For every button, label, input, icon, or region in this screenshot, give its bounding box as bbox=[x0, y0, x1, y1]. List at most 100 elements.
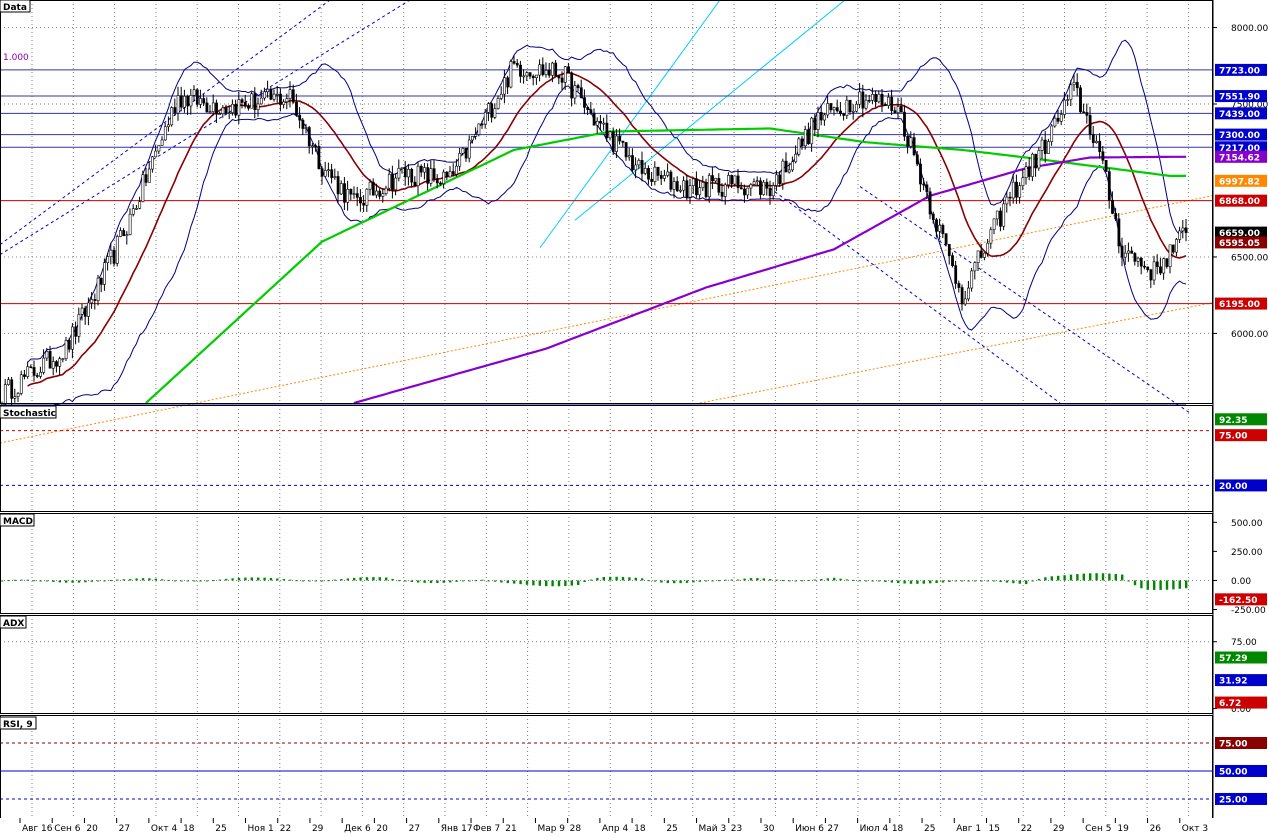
macd-histogram-bar bbox=[39, 580, 42, 582]
candle-body bbox=[314, 145, 318, 148]
macd-histogram-bar bbox=[1133, 580, 1137, 586]
candle-body bbox=[1031, 153, 1034, 177]
macd-histogram-bar bbox=[1114, 573, 1117, 581]
price-axis-label: 6659.00 bbox=[1215, 226, 1267, 239]
candle-body bbox=[1072, 82, 1076, 86]
candle-body bbox=[1136, 257, 1140, 262]
candle-body bbox=[557, 75, 561, 79]
macd-histogram-bar bbox=[449, 580, 452, 583]
macd-histogram-bar bbox=[564, 580, 567, 586]
macd-histogram-bar bbox=[122, 579, 125, 581]
candle-body bbox=[730, 175, 734, 185]
macd-histogram-bar bbox=[1089, 573, 1092, 581]
axis-badge-bg bbox=[1215, 792, 1267, 805]
candle-body bbox=[1178, 230, 1182, 240]
candle-body bbox=[835, 107, 839, 112]
axis-badge-text: 25.00 bbox=[1219, 795, 1247, 805]
stochastic-panel-title: Stochastic bbox=[3, 409, 56, 419]
candle-body bbox=[951, 255, 954, 266]
macd-histogram-bar bbox=[301, 580, 305, 582]
price-tick-label: 7500.00 bbox=[1231, 101, 1268, 111]
bollinger-upper bbox=[27, 39, 1187, 363]
candle-body bbox=[1155, 261, 1159, 268]
candle-body bbox=[1111, 199, 1114, 214]
candle-body bbox=[461, 148, 465, 154]
price-axis-label: 6868.00 bbox=[1215, 194, 1267, 207]
macd-histogram-bar bbox=[1146, 580, 1149, 590]
macd-histogram-bar bbox=[289, 579, 292, 581]
candle-body bbox=[960, 287, 964, 305]
candle-body bbox=[285, 98, 289, 103]
macd-histogram-bar bbox=[506, 580, 509, 584]
candle-body bbox=[704, 182, 708, 198]
macd-histogram-bar bbox=[941, 580, 945, 583]
macd-histogram-bar bbox=[269, 577, 273, 581]
candle-body bbox=[810, 117, 814, 145]
candle-body bbox=[967, 287, 970, 300]
candle-body bbox=[1088, 115, 1092, 135]
candle-body bbox=[544, 70, 548, 75]
price-axis-label: 7551.90 bbox=[1215, 90, 1267, 103]
candle-body bbox=[327, 169, 330, 171]
candle-body bbox=[765, 181, 769, 189]
macd-histogram-bar bbox=[493, 580, 497, 582]
candle-body bbox=[23, 374, 26, 377]
candle-body bbox=[778, 174, 782, 184]
candle-body bbox=[877, 93, 881, 103]
candle-body bbox=[295, 101, 298, 116]
macd-histogram-bar bbox=[276, 578, 279, 581]
macd-histogram-bar bbox=[1, 580, 4, 582]
candle-body bbox=[1037, 150, 1041, 169]
x-tick-label: 29 bbox=[312, 824, 324, 834]
candle-body bbox=[35, 375, 39, 377]
candle-body bbox=[906, 136, 910, 147]
candle-body bbox=[298, 114, 302, 121]
candle-body bbox=[304, 127, 308, 129]
candle-body bbox=[554, 62, 558, 77]
macd-tick-label: -250.00 bbox=[1231, 606, 1266, 616]
macd-histogram-bar bbox=[525, 580, 529, 585]
macd-histogram-bar bbox=[698, 580, 701, 582]
axis-badge-text: 6997.82 bbox=[1219, 177, 1260, 187]
stochastic-axis-label: 20.00 bbox=[1215, 479, 1267, 492]
macd-histogram-bar bbox=[865, 580, 868, 582]
x-tick-label: Авг 1 bbox=[956, 824, 981, 834]
candle-body bbox=[717, 178, 721, 193]
axis-badge-bg bbox=[1215, 128, 1267, 141]
candle-body bbox=[483, 112, 487, 125]
candle-body bbox=[643, 168, 647, 174]
candle-body bbox=[362, 202, 366, 206]
candle-body bbox=[944, 233, 948, 245]
macd-histogram-bar bbox=[730, 579, 733, 581]
candle-body bbox=[647, 168, 650, 180]
macd-histogram-bar bbox=[71, 580, 74, 583]
candle-body bbox=[784, 160, 788, 173]
candle-body bbox=[855, 103, 858, 112]
candle-body bbox=[893, 110, 897, 114]
axis-badge-bg bbox=[1215, 226, 1267, 239]
candle-body bbox=[339, 183, 343, 195]
axis-badge-text: 6195.00 bbox=[1219, 300, 1260, 310]
axis-badge-bg bbox=[1215, 63, 1267, 76]
axis-badge-text: 6659.00 bbox=[1219, 229, 1260, 239]
axis-badge-text: 7723.00 bbox=[1219, 66, 1260, 76]
macd-histogram-bar bbox=[852, 579, 855, 581]
candle-body bbox=[515, 63, 519, 66]
macd-histogram-bar bbox=[634, 577, 637, 581]
candle-body bbox=[672, 181, 676, 190]
macd-histogram-bar bbox=[372, 577, 375, 581]
macd-histogram-bar bbox=[90, 580, 93, 582]
candle-body bbox=[595, 121, 599, 126]
candle-body bbox=[887, 96, 890, 106]
candle-body bbox=[919, 163, 922, 185]
candle-body bbox=[698, 187, 702, 196]
candle-body bbox=[624, 142, 628, 158]
candle-body bbox=[883, 104, 887, 106]
x-tick-label: 25 bbox=[924, 824, 935, 834]
macd-histogram-bar bbox=[385, 577, 388, 581]
candle-body bbox=[13, 396, 17, 399]
axis-badge-text: 7217.00 bbox=[1219, 144, 1260, 154]
candle-body bbox=[912, 137, 916, 156]
macd-histogram-bar bbox=[551, 580, 554, 587]
candle-body bbox=[487, 103, 490, 113]
